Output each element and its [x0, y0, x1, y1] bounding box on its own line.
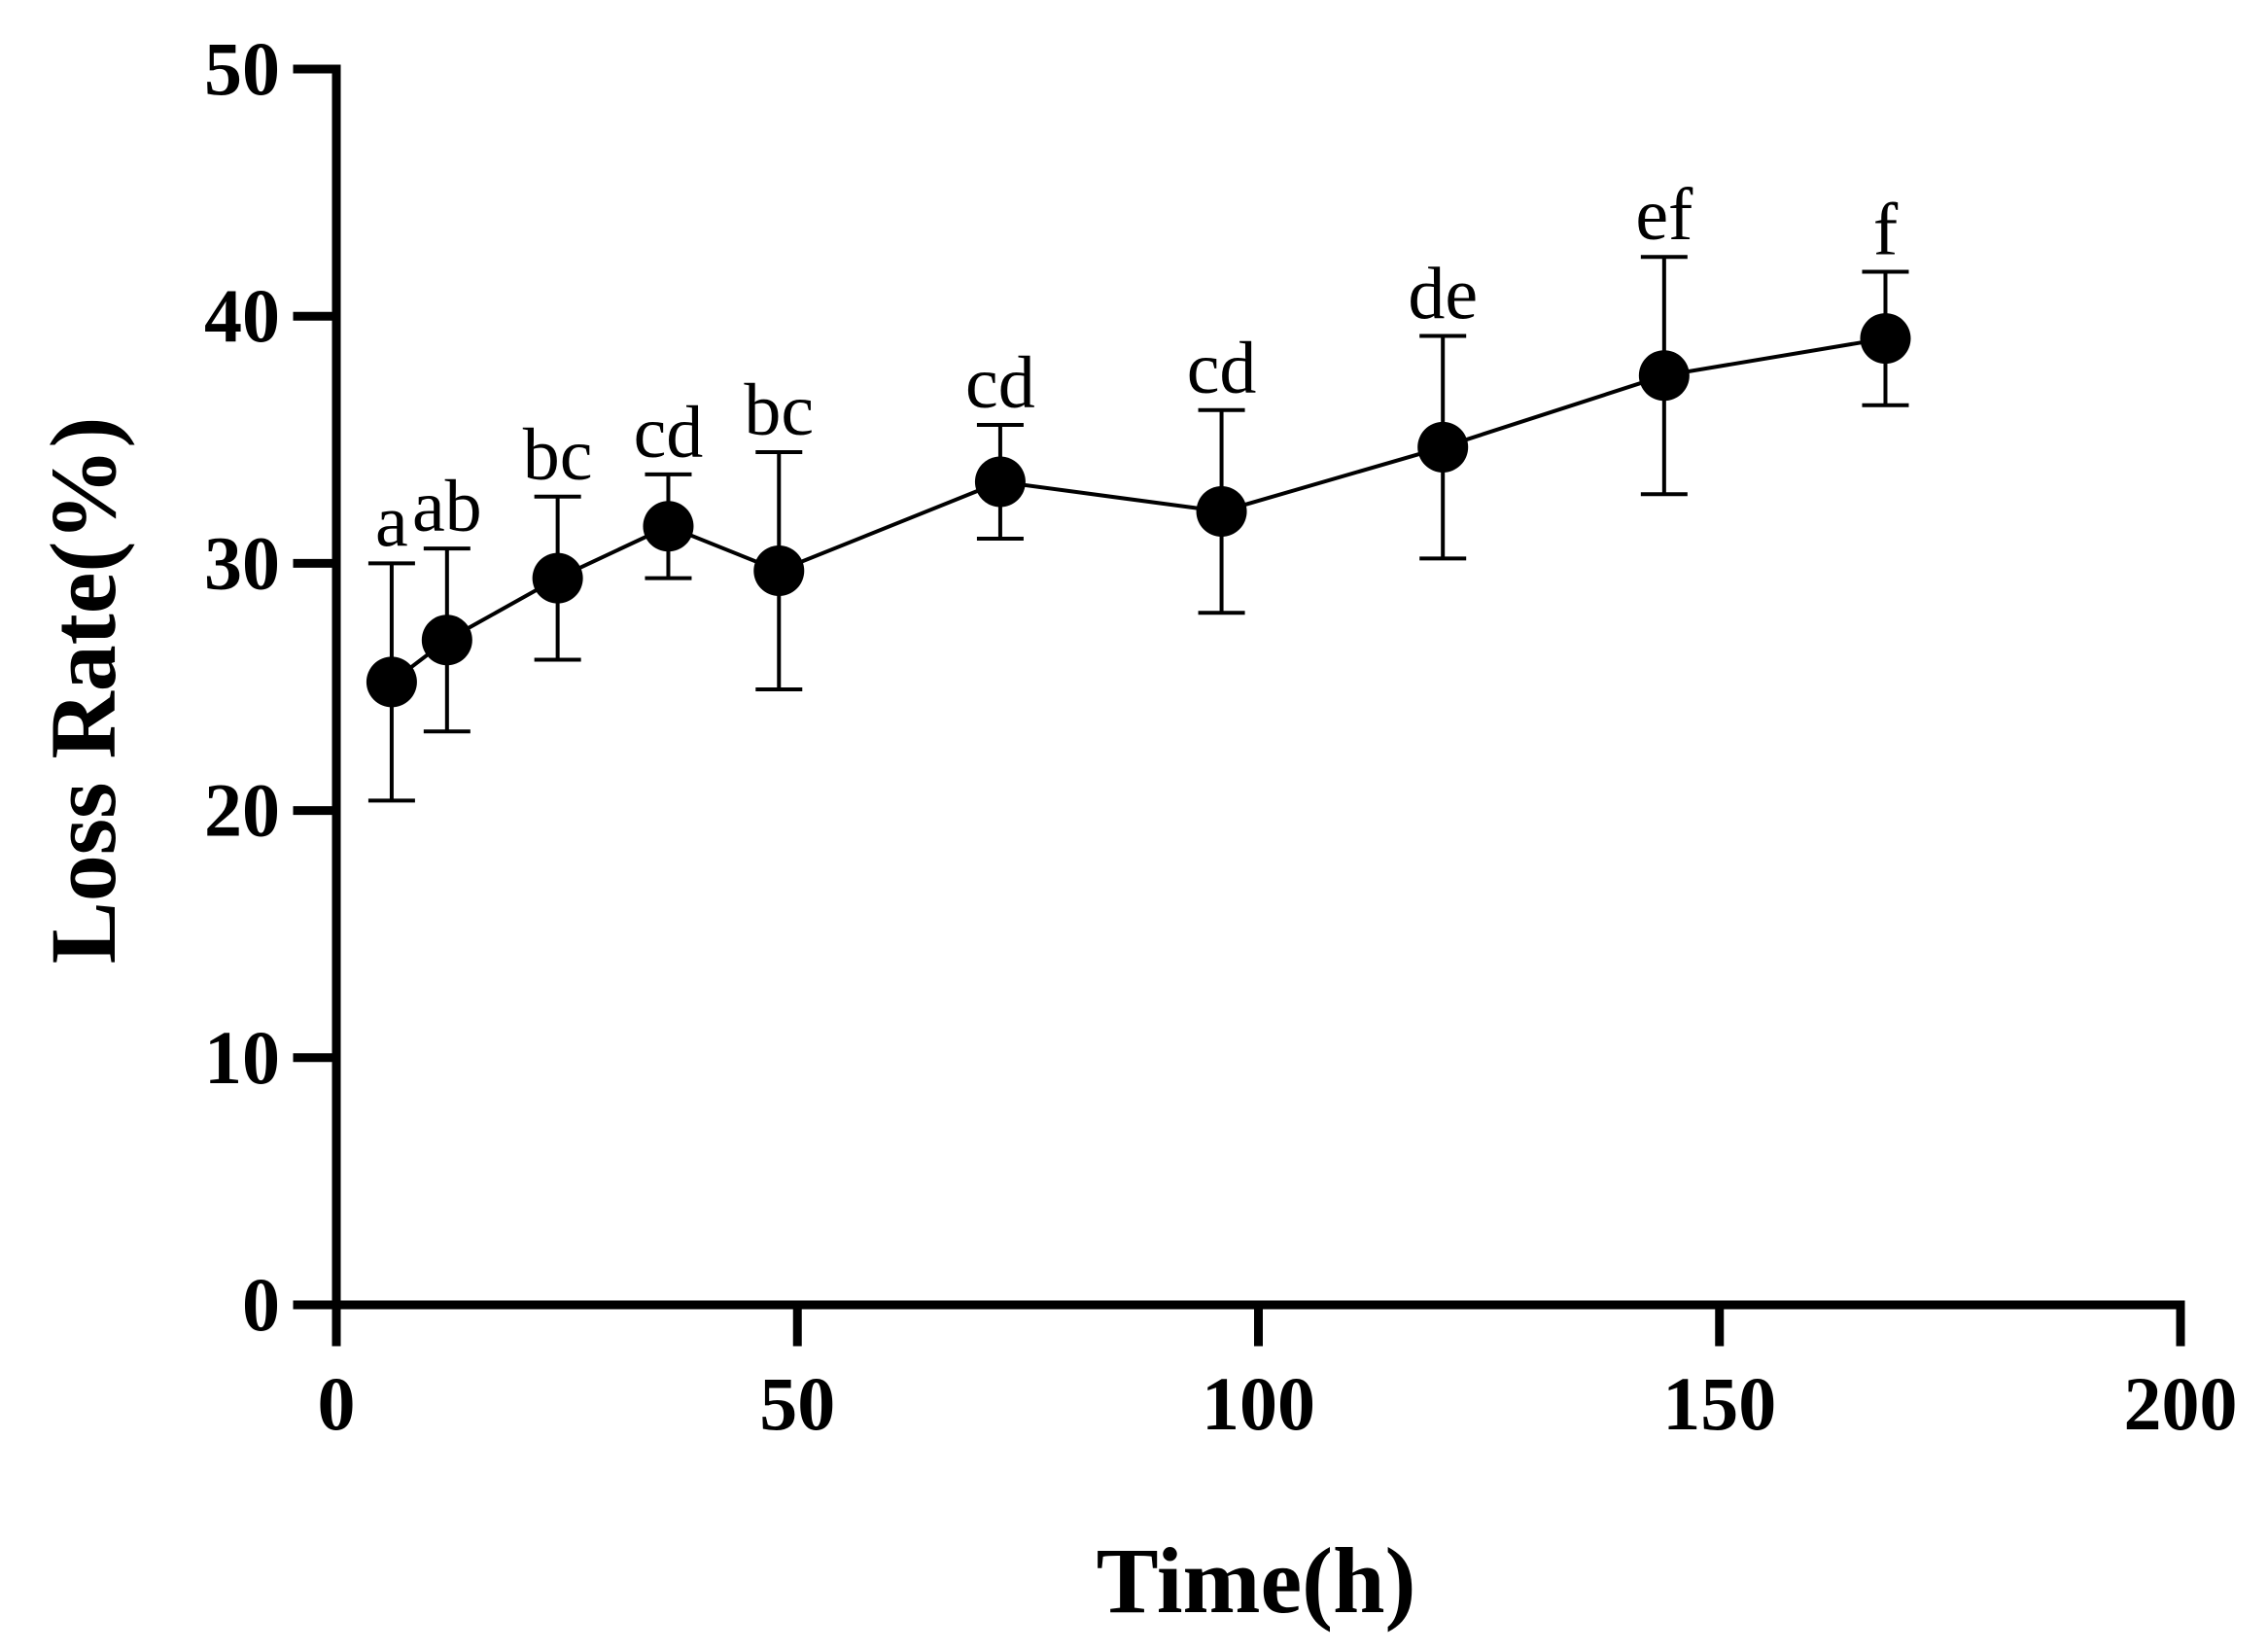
data-point [643, 501, 694, 552]
significance-label: bc [523, 414, 593, 496]
data-point [1638, 350, 1690, 402]
y-tick-label: 30 [204, 520, 280, 605]
x-axis-title: Time(h) [1097, 1528, 1416, 1633]
significance-label: cd [634, 392, 704, 474]
y-axis-title: Loss Rate(%) [31, 417, 135, 965]
series-line [390, 336, 1886, 685]
data-point [1860, 313, 1911, 365]
data-point [532, 552, 583, 604]
significance-label: de [1408, 254, 1478, 335]
x-tick-label: 150 [1662, 1361, 1776, 1446]
significance-label: ef [1635, 174, 1693, 256]
axes: 0 10 20 30 40 50 0 50 100 150 200 [204, 26, 2238, 1446]
x-tick-label: 200 [2124, 1361, 2238, 1446]
data-point [366, 656, 417, 708]
x-tick-label: 0 [318, 1361, 356, 1446]
y-tick-label: 50 [204, 26, 280, 111]
y-tick-label: 20 [204, 768, 280, 853]
y-tick-label: 40 [204, 273, 280, 358]
significance-label: cd [1187, 328, 1257, 409]
significance-label: f [1873, 189, 1899, 270]
y-tick-label: 10 [204, 1015, 280, 1100]
x-tick-label: 50 [759, 1361, 835, 1446]
significance-label: cd [965, 342, 1035, 424]
data-point [1417, 421, 1469, 473]
data-point [974, 456, 1026, 508]
significance-label: ab [412, 466, 482, 547]
x-tick-label: 100 [1202, 1361, 1315, 1446]
data-point [421, 615, 472, 666]
data-point [1196, 486, 1247, 538]
significance-label: a [375, 480, 408, 562]
y-tick-label: 0 [242, 1262, 280, 1347]
significance-label: bc [744, 369, 814, 451]
data-point [753, 545, 805, 597]
